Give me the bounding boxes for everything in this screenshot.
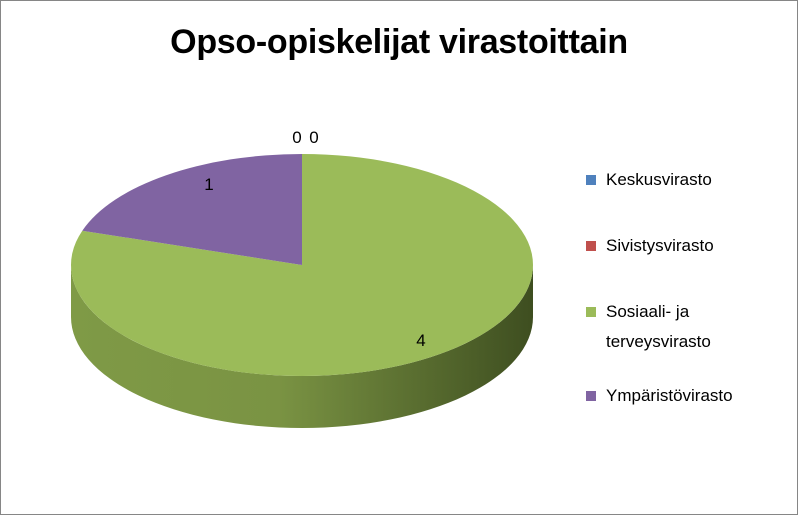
pie-side-2 [71, 265, 533, 428]
legend-swatch [586, 241, 596, 251]
legend-swatch [586, 307, 596, 317]
data-label-1: 0 [309, 128, 318, 147]
legend-swatch [586, 391, 596, 401]
pie-slice-2 [71, 154, 534, 377]
legend-label: Sivistysvirasto [606, 236, 714, 255]
pie-slice-3 [82, 154, 303, 265]
legend-label: Ympäristövirasto [606, 386, 733, 405]
data-label-0: 0 [292, 128, 301, 147]
data-label-3: 1 [204, 175, 213, 194]
legend-swatch [586, 175, 596, 185]
chart-title: Opso-opiskelijat virastoittain [170, 23, 628, 61]
legend-label: Keskusvirasto [606, 170, 712, 189]
data-label-2: 4 [416, 331, 425, 350]
legend-label: Sosiaali- ja terveysvirasto [606, 302, 711, 351]
